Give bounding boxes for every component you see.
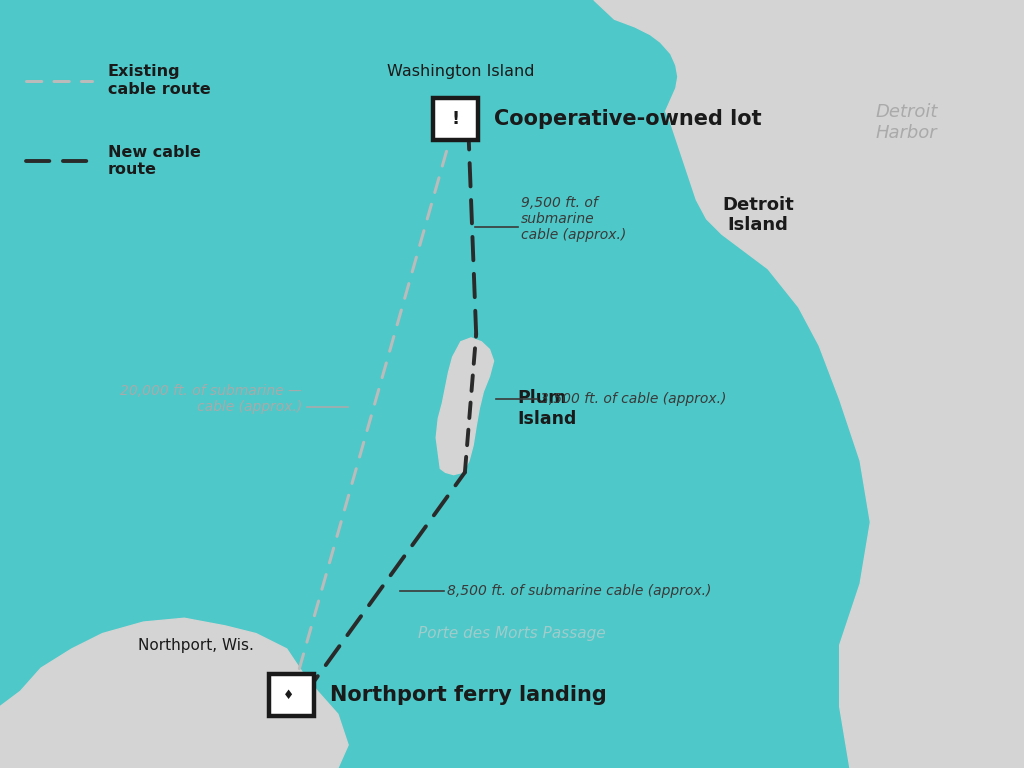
Polygon shape bbox=[594, 0, 1024, 768]
Polygon shape bbox=[436, 338, 494, 475]
Text: ♦: ♦ bbox=[284, 689, 294, 701]
Text: 20,000 ft. of submarine —
cable (approx.): 20,000 ft. of submarine — cable (approx.… bbox=[120, 384, 302, 415]
Text: 9,500 ft. of
submarine
cable (approx.): 9,500 ft. of submarine cable (approx.) bbox=[521, 196, 627, 242]
Bar bbox=[433, 98, 478, 140]
Text: Detroit
Island: Detroit Island bbox=[722, 196, 794, 234]
Text: !: ! bbox=[452, 110, 460, 128]
Bar bbox=[269, 674, 314, 716]
Text: Washington Island: Washington Island bbox=[387, 64, 535, 79]
Polygon shape bbox=[0, 618, 348, 768]
Text: 3,500 ft. of cable (approx.): 3,500 ft. of cable (approx.) bbox=[541, 392, 727, 406]
Text: 8,500 ft. of submarine cable (approx.): 8,500 ft. of submarine cable (approx.) bbox=[446, 584, 712, 598]
Text: Detroit
Harbor: Detroit Harbor bbox=[876, 104, 937, 142]
Text: Plum
Island: Plum Island bbox=[517, 389, 577, 428]
Text: Northport ferry landing: Northport ferry landing bbox=[330, 685, 606, 705]
Text: Cooperative-owned lot: Cooperative-owned lot bbox=[494, 109, 761, 129]
Text: Existing
cable route: Existing cable route bbox=[108, 65, 210, 97]
Text: Porte des Morts Passage: Porte des Morts Passage bbox=[418, 626, 606, 641]
Text: Northport, Wis.: Northport, Wis. bbox=[138, 637, 254, 653]
Text: New cable
route: New cable route bbox=[108, 145, 201, 177]
